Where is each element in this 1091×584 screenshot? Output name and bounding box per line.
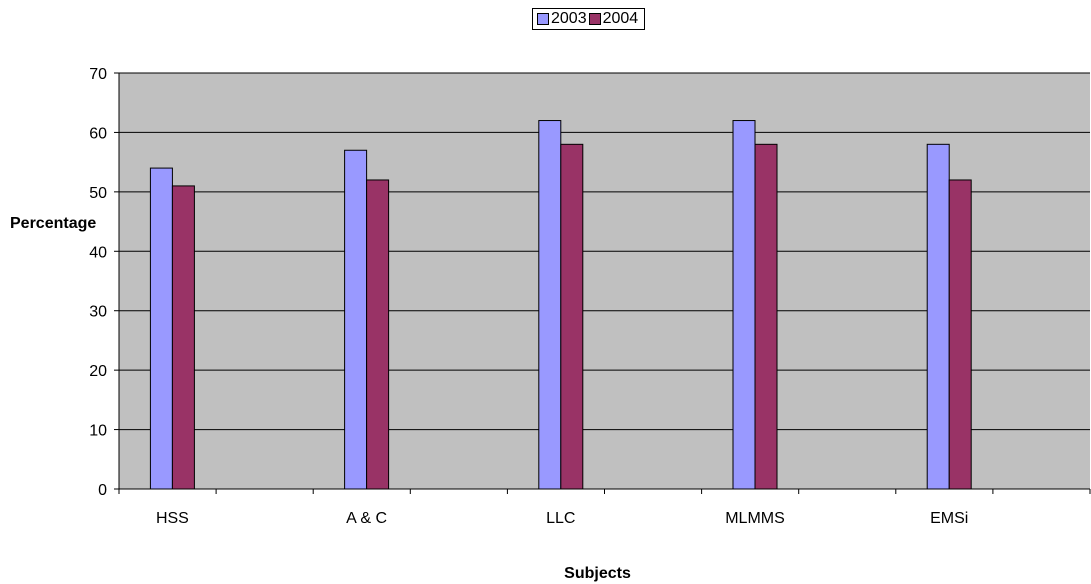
bar-2003 [538, 120, 562, 490]
y-tick-label: 20 [89, 363, 107, 380]
bar-2004 [366, 179, 390, 490]
y-tick-label: 0 [98, 482, 107, 499]
legend-label-2004: 2004 [602, 10, 639, 27]
y-tick-label: 40 [89, 244, 107, 261]
x-axis-title-wrap: Subjects [0, 565, 1091, 583]
y-tick-label: 70 [89, 66, 107, 83]
bar-2003 [926, 143, 950, 490]
legend-item-2004: 2004 [588, 10, 639, 28]
y-tick-label: 10 [89, 423, 107, 440]
bar-2004 [560, 143, 584, 490]
x-tick-label: LLC [546, 510, 575, 527]
bar-2004 [171, 185, 195, 490]
legend-item-2003: 2003 [537, 10, 587, 28]
legend: 2003 2004 [532, 8, 646, 30]
plot-area: 0 10 20 30 40 50 60 70 HSS A & C LLC MLMMS EMSi [89, 66, 1091, 527]
x-tick-label: HSS [156, 510, 189, 527]
x-tick-label: EMSi [930, 510, 968, 527]
y-tick-label: 50 [89, 185, 107, 202]
legend-swatch-2003 [537, 13, 549, 25]
bar-2003 [149, 167, 173, 490]
bar-2003 [732, 120, 756, 490]
x-axis-title: Subjects [564, 565, 631, 582]
y-axis-title: Percentage [10, 215, 97, 232]
y-tick-label: 30 [89, 304, 107, 321]
legend-swatch-2004 [588, 13, 601, 25]
y-tick-label: 60 [89, 125, 107, 142]
bar-2004 [754, 143, 778, 490]
bar-2003 [344, 149, 368, 490]
x-tick-label: A & C [346, 510, 387, 527]
legend-label-2003: 2003 [551, 10, 587, 27]
bar-2004 [948, 179, 972, 490]
x-tick-label: MLMMS [725, 510, 785, 527]
